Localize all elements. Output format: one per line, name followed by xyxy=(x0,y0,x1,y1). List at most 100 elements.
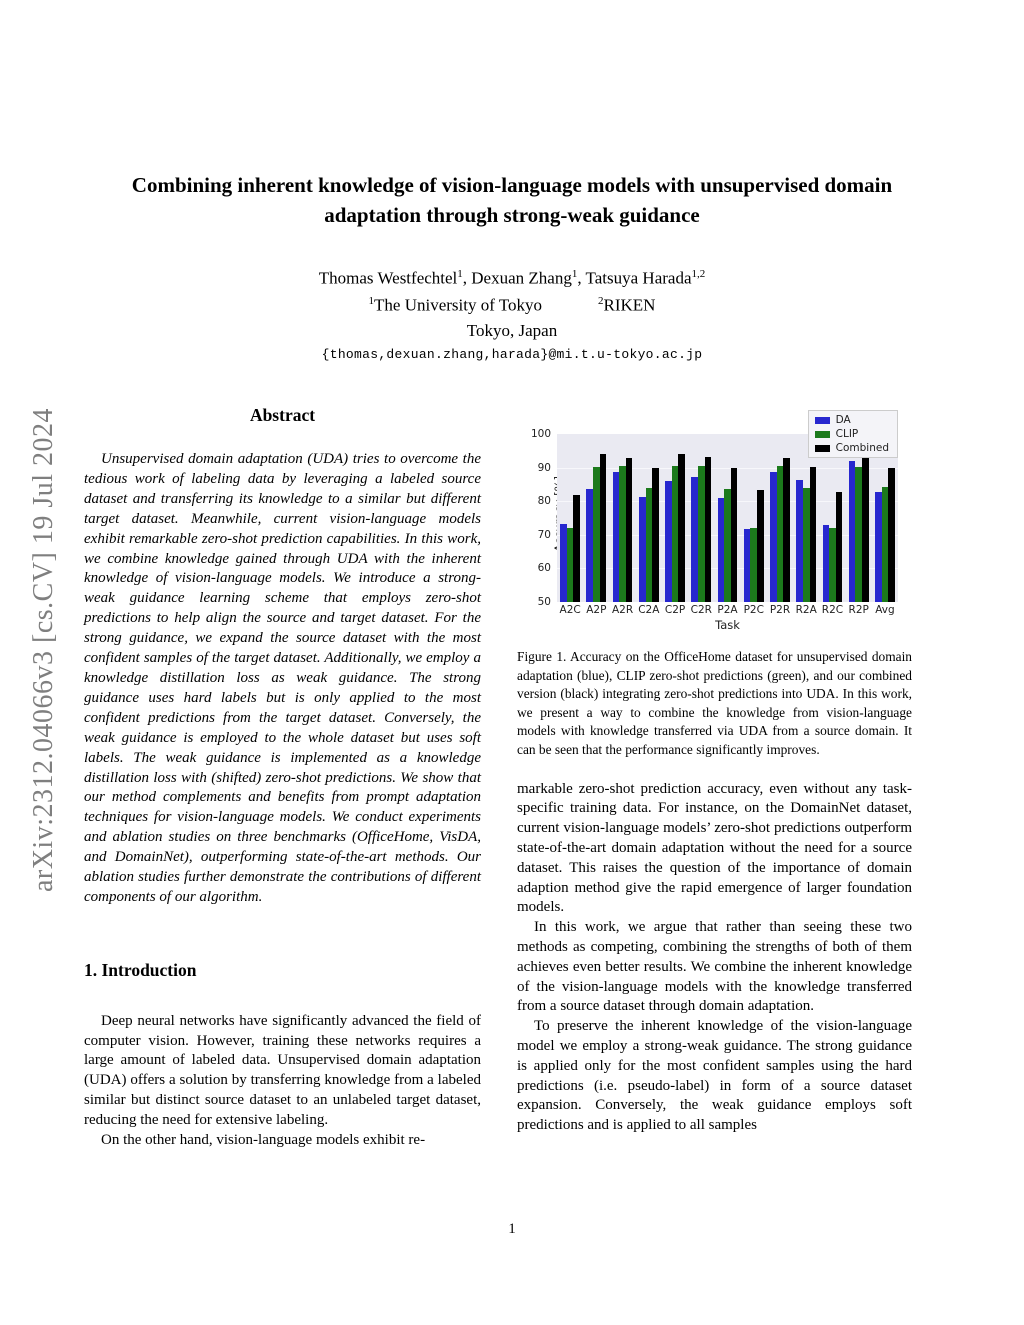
bar-group-A2R xyxy=(609,434,635,602)
bar-group-C2R xyxy=(688,434,714,602)
bar-da-P2C xyxy=(743,529,751,602)
bar-group-P2R xyxy=(767,434,793,602)
y-tick-label: 100 xyxy=(530,428,551,440)
x-tick-label-R2C: R2C xyxy=(821,604,844,616)
legend-swatch-da xyxy=(814,416,830,424)
legend-swatch-combined xyxy=(814,444,830,452)
bar-combined-C2R xyxy=(704,456,712,602)
authors-line: Thomas Westfechtel1, Dexuan Zhang1, Tats… xyxy=(319,268,706,289)
bar-combined-R2C xyxy=(835,492,843,602)
left-column: Abstract Unsupervised domain adaptation … xyxy=(84,405,481,1150)
bar-combined-R2P xyxy=(861,453,869,602)
chart-legend: DA CLIP Combined xyxy=(807,410,898,458)
bar-clip-Avg xyxy=(881,487,889,602)
bar-group-A2P xyxy=(583,434,609,602)
bar-da-C2A xyxy=(638,496,646,602)
bar-group-R2C xyxy=(819,434,845,602)
bar-da-C2R xyxy=(691,477,698,602)
legend-swatch-clip xyxy=(814,430,830,438)
spacer xyxy=(84,908,481,960)
x-tick-label-A2P: A2P xyxy=(586,604,607,616)
bar-combined-P2R xyxy=(783,457,790,602)
bar-da-A2P xyxy=(586,488,594,602)
x-tick-label-C2R: C2R xyxy=(690,604,712,616)
gridline xyxy=(557,467,898,469)
affiliation-item: 2RIKEN xyxy=(598,295,655,316)
bar-group-C2A xyxy=(636,434,662,602)
abstract-heading: Abstract xyxy=(249,405,316,425)
right-column: Accuracy [%] A2CA2PA2RC2AC2PC2RP2AP2CP2R… xyxy=(517,405,912,1136)
bar-group-R2A xyxy=(793,434,819,602)
spacer xyxy=(517,760,912,780)
author-superscript: 1 xyxy=(571,268,578,280)
x-tick-label-R2P: R2P xyxy=(848,604,869,616)
bar-clip-C2A xyxy=(645,488,653,602)
spacer xyxy=(84,981,481,1012)
author-text: RIKEN xyxy=(603,295,656,315)
section-heading-introduction: 1. Introduction xyxy=(84,959,197,980)
bar-da-R2A xyxy=(796,479,803,602)
bar-clip-R2A xyxy=(802,488,810,602)
page-number: 1 xyxy=(508,1221,516,1237)
bar-combined-C2P xyxy=(678,454,685,602)
body-paragraph: In this work, we argue that rather than … xyxy=(517,919,912,1015)
author-text: , Dexuan Zhang xyxy=(462,268,572,288)
bar-group-Avg xyxy=(872,434,898,602)
bar-clip-A2R xyxy=(619,465,626,602)
author-superscript: 1 xyxy=(368,295,375,307)
bar-clip-P2C xyxy=(750,528,758,602)
legend-entry-clip: CLIP xyxy=(814,428,889,440)
figure-caption: Figure 1. Accuracy on the OfficeHome dat… xyxy=(517,649,912,757)
bar-clip-A2P xyxy=(593,466,600,602)
x-tick-label-A2R: A2R xyxy=(612,604,634,616)
author-text: Thomas Westfechtel xyxy=(318,268,458,288)
y-tick-label: 90 xyxy=(537,461,551,474)
x-tick-label-P2C: P2C xyxy=(743,604,764,616)
bar-da-P2R xyxy=(770,471,777,602)
author-superscript: 2 xyxy=(598,295,604,307)
bar-group-P2C xyxy=(741,434,767,602)
body-paragraph: markable zero-shot prediction accuracy, … xyxy=(517,780,912,916)
x-tick-label-P2A: P2A xyxy=(717,604,738,616)
bar-da-C2P xyxy=(665,481,672,602)
bar-clip-R2C xyxy=(829,528,836,602)
arxiv-banner: arXiv:2312.04066v3 [cs.CV] 19 Jul 2024 xyxy=(28,407,59,893)
bar-group-A2C xyxy=(557,434,583,602)
bar-da-Avg xyxy=(875,492,882,602)
author-text: , Tatsuya Harada xyxy=(577,268,692,288)
bar-combined-P2A xyxy=(730,468,738,602)
bar-clip-P2A xyxy=(724,488,731,602)
bar-da-A2R xyxy=(612,471,620,602)
bar-da-P2A xyxy=(717,498,725,602)
bar-group-P2A xyxy=(714,434,740,602)
figure1-bar-chart: Accuracy [%] A2CA2PA2RC2AC2PC2RP2AP2CP2R… xyxy=(517,405,912,637)
bar-clip-A2C xyxy=(566,528,574,602)
bar-clip-R2P xyxy=(855,466,862,602)
x-tick-label-P2R: P2R xyxy=(769,604,791,616)
bar-da-R2P xyxy=(848,460,856,602)
legend-entry-combined: Combined xyxy=(814,442,889,454)
bar-clip-C2P xyxy=(671,466,679,602)
bar-combined-C2A xyxy=(652,468,659,602)
y-tick-label: 60 xyxy=(537,562,551,575)
legend-label: Combined xyxy=(835,442,889,454)
email-line: {thomas,dexuan.zhang,harada}@mi.t.u-toky… xyxy=(321,347,703,362)
bar-combined-A2P xyxy=(599,454,607,602)
legend-entry-da: DA xyxy=(814,414,889,426)
chart-plot-area xyxy=(557,434,898,602)
bar-combined-A2R xyxy=(625,458,633,602)
bar-group-R2P xyxy=(846,434,872,602)
paper-title: Combining inherent knowledge of vision-l… xyxy=(131,173,893,227)
bar-combined-P2C xyxy=(757,490,764,602)
bar-da-R2C xyxy=(822,525,830,602)
affiliation-item: 1The University of Tokyo xyxy=(369,295,543,316)
body-paragraph: To preserve the inherent knowledge of th… xyxy=(517,1018,912,1134)
bar-group-C2P xyxy=(662,434,688,602)
bar-combined-R2A xyxy=(809,466,817,602)
x-tick-label-C2A: C2A xyxy=(638,604,660,616)
bar-da-A2C xyxy=(560,524,567,602)
y-tick-label: 70 xyxy=(537,528,551,541)
legend-label: DA xyxy=(835,414,851,426)
bar-clip-C2R xyxy=(697,465,705,602)
